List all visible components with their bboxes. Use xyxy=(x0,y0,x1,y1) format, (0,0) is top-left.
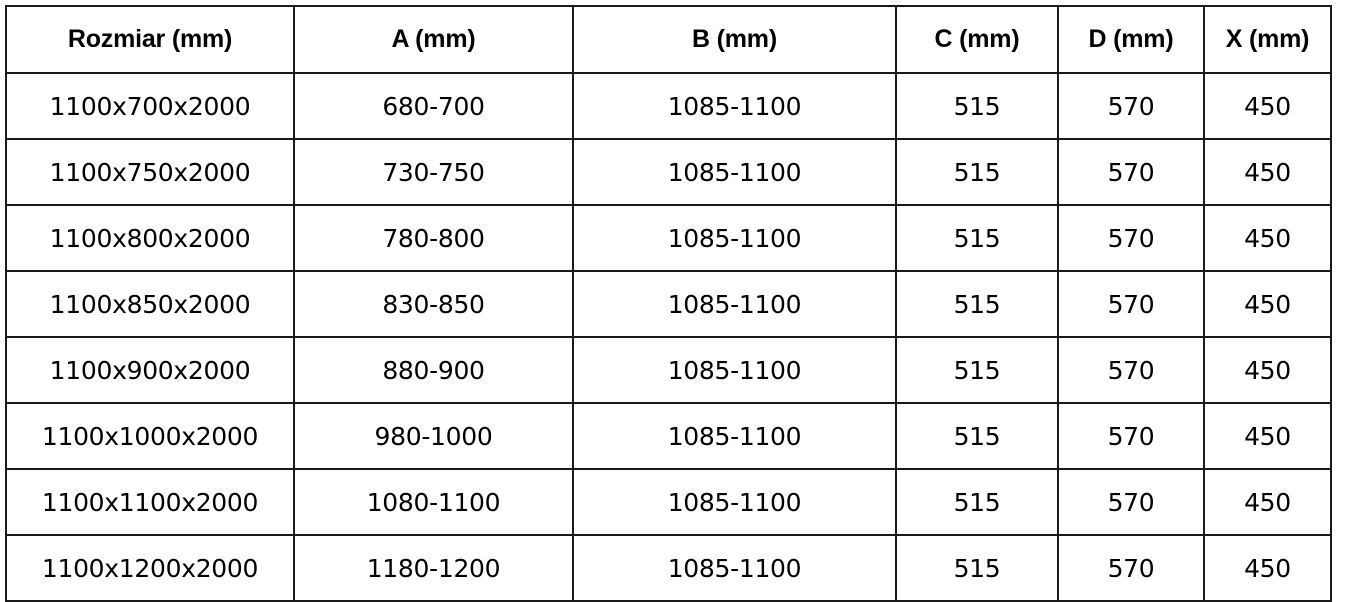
cell-c: 515 xyxy=(895,72,1059,140)
cell-d: 570 xyxy=(1057,336,1205,404)
table-header-row: Rozmiar (mm) A (mm) B (mm) C (mm) D (mm)… xyxy=(5,5,1332,74)
table-row: 1100x850x2000 830-850 1085-1100 515 570 … xyxy=(5,270,1332,338)
cell-c: 515 xyxy=(895,534,1059,602)
cell-c: 515 xyxy=(895,336,1059,404)
column-header-a: A (mm) xyxy=(293,5,574,74)
cell-rozmiar: 1100x1100x2000 xyxy=(5,468,295,536)
cell-d: 570 xyxy=(1057,270,1205,338)
cell-c: 515 xyxy=(895,204,1059,272)
cell-b: 1085-1100 xyxy=(572,270,897,338)
cell-x: 450 xyxy=(1203,336,1332,404)
cell-b: 1085-1100 xyxy=(572,468,897,536)
cell-a: 730-750 xyxy=(293,138,574,206)
table-row: 1100x800x2000 780-800 1085-1100 515 570 … xyxy=(5,204,1332,272)
cell-b: 1085-1100 xyxy=(572,336,897,404)
column-header-rozmiar: Rozmiar (mm) xyxy=(5,5,295,74)
cell-d: 570 xyxy=(1057,138,1205,206)
dimensions-specification-table: Rozmiar (mm) A (mm) B (mm) C (mm) D (mm)… xyxy=(5,5,1332,602)
cell-x: 450 xyxy=(1203,138,1332,206)
cell-rozmiar: 1100x750x2000 xyxy=(5,138,295,206)
cell-b: 1085-1100 xyxy=(572,534,897,602)
cell-rozmiar: 1100x800x2000 xyxy=(5,204,295,272)
table-row: 1100x700x2000 680-700 1085-1100 515 570 … xyxy=(5,72,1332,140)
cell-b: 1085-1100 xyxy=(572,204,897,272)
table-header: Rozmiar (mm) A (mm) B (mm) C (mm) D (mm)… xyxy=(5,5,1332,74)
cell-a: 1180-1200 xyxy=(293,534,574,602)
specification-table-container: Rozmiar (mm) A (mm) B (mm) C (mm) D (mm)… xyxy=(5,5,1332,602)
cell-a: 780-800 xyxy=(293,204,574,272)
column-header-b: B (mm) xyxy=(572,5,897,74)
cell-b: 1085-1100 xyxy=(572,402,897,470)
cell-c: 515 xyxy=(895,468,1059,536)
cell-x: 450 xyxy=(1203,402,1332,470)
cell-a: 1080-1100 xyxy=(293,468,574,536)
cell-d: 570 xyxy=(1057,468,1205,536)
column-header-d: D (mm) xyxy=(1057,5,1205,74)
cell-c: 515 xyxy=(895,270,1059,338)
table-row: 1100x1100x2000 1080-1100 1085-1100 515 5… xyxy=(5,468,1332,536)
cell-rozmiar: 1100x1200x2000 xyxy=(5,534,295,602)
table-row: 1100x900x2000 880-900 1085-1100 515 570 … xyxy=(5,336,1332,404)
cell-d: 570 xyxy=(1057,72,1205,140)
column-header-c: C (mm) xyxy=(895,5,1059,74)
cell-x: 450 xyxy=(1203,468,1332,536)
cell-rozmiar: 1100x700x2000 xyxy=(5,72,295,140)
cell-a: 880-900 xyxy=(293,336,574,404)
cell-x: 450 xyxy=(1203,534,1332,602)
cell-rozmiar: 1100x1000x2000 xyxy=(5,402,295,470)
table-body: 1100x700x2000 680-700 1085-1100 515 570 … xyxy=(5,72,1332,602)
table-row: 1100x1200x2000 1180-1200 1085-1100 515 5… xyxy=(5,534,1332,602)
column-header-x: X (mm) xyxy=(1203,5,1332,74)
cell-x: 450 xyxy=(1203,204,1332,272)
cell-c: 515 xyxy=(895,138,1059,206)
cell-d: 570 xyxy=(1057,204,1205,272)
cell-b: 1085-1100 xyxy=(572,72,897,140)
cell-c: 515 xyxy=(895,402,1059,470)
cell-a: 680-700 xyxy=(293,72,574,140)
cell-a: 830-850 xyxy=(293,270,574,338)
cell-rozmiar: 1100x900x2000 xyxy=(5,336,295,404)
cell-x: 450 xyxy=(1203,270,1332,338)
cell-b: 1085-1100 xyxy=(572,138,897,206)
table-row: 1100x750x2000 730-750 1085-1100 515 570 … xyxy=(5,138,1332,206)
cell-d: 570 xyxy=(1057,534,1205,602)
table-row: 1100x1000x2000 980-1000 1085-1100 515 57… xyxy=(5,402,1332,470)
cell-a: 980-1000 xyxy=(293,402,574,470)
cell-x: 450 xyxy=(1203,72,1332,140)
cell-d: 570 xyxy=(1057,402,1205,470)
cell-rozmiar: 1100x850x2000 xyxy=(5,270,295,338)
